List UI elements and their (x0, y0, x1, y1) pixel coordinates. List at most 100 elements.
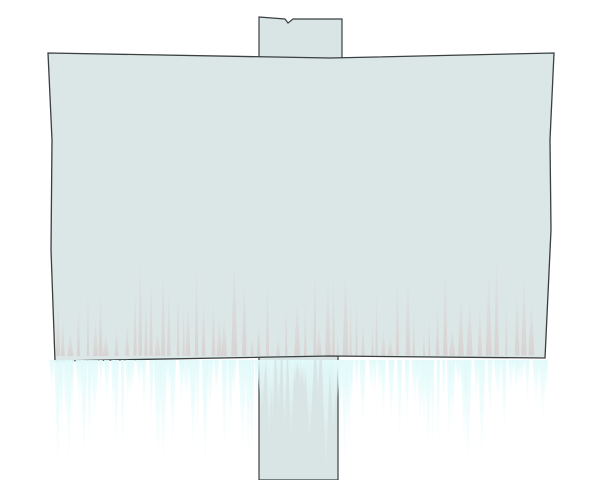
icicle (104, 360, 110, 408)
icicle (377, 360, 383, 396)
icicle (276, 360, 281, 413)
sign-board (47, 52, 555, 362)
frost-streak (355, 291, 358, 356)
frost-streak (114, 325, 119, 356)
frost-streak (381, 325, 386, 356)
icicle (201, 360, 209, 472)
icicle (349, 360, 354, 408)
icicle (487, 360, 493, 423)
icicle (359, 360, 366, 433)
icicle (372, 360, 377, 398)
frost-streak (86, 276, 90, 356)
frost-streak (375, 279, 378, 356)
frost-streak (387, 334, 393, 356)
icicle (397, 360, 403, 446)
icicle (301, 360, 307, 393)
icicle (380, 360, 386, 423)
icicle (288, 360, 295, 445)
icicle (59, 360, 64, 446)
frost-streak (521, 267, 527, 356)
board-frost-streaks (55, 246, 535, 356)
icicle (141, 360, 147, 417)
icicle (424, 360, 432, 456)
icicle (87, 360, 92, 460)
frost-streak (92, 314, 98, 356)
frost-streak (265, 269, 270, 356)
frost-streak (324, 276, 331, 356)
frost-streak (336, 328, 339, 356)
frost-streak (201, 291, 206, 356)
frost-streak (138, 247, 143, 356)
frost-streak (342, 260, 349, 356)
frost-streak (102, 331, 109, 356)
icicle (430, 360, 435, 451)
icicle (256, 360, 266, 417)
icicle (98, 360, 103, 393)
frost-streak (422, 328, 426, 356)
icicle (282, 360, 287, 437)
frost-streak (332, 260, 335, 356)
icicle (159, 360, 168, 471)
icicle (337, 360, 343, 442)
icicle (66, 360, 73, 472)
icicle (442, 360, 446, 411)
frost-streak (494, 246, 499, 356)
icicle (189, 360, 197, 457)
frost-streak (241, 268, 247, 356)
frost-streak (161, 256, 166, 356)
icicle (270, 360, 275, 427)
icicle (153, 360, 163, 465)
frost-streak (405, 271, 411, 356)
frost-streak (395, 269, 400, 356)
frost-streak (435, 296, 440, 356)
icicle (227, 360, 234, 440)
icicle (436, 360, 440, 454)
frost-streak (194, 249, 199, 356)
frost-streak (316, 321, 322, 356)
icicle (538, 360, 547, 421)
post-top (258, 16, 343, 61)
frost-streak (443, 254, 448, 356)
frost-streak (485, 264, 492, 356)
icicle (206, 360, 214, 416)
icicle (449, 360, 456, 430)
icicle (404, 360, 410, 427)
frost-streak (182, 295, 185, 356)
icicle (454, 360, 463, 387)
frost-streak (60, 314, 65, 356)
frost-streak (505, 295, 508, 356)
frost-streak (276, 335, 280, 356)
frost-streak (55, 291, 61, 356)
icicle (525, 360, 530, 408)
icicle (221, 360, 228, 452)
icicle (446, 360, 452, 451)
icicle (305, 360, 315, 446)
icicle (508, 360, 514, 394)
icicle (316, 360, 320, 401)
frost-streak (428, 308, 431, 356)
frost-streak (133, 275, 137, 356)
frost-streak (313, 255, 317, 356)
frost-streak (67, 328, 74, 356)
icicle (75, 360, 83, 406)
frost-streak (457, 290, 464, 356)
frost-streak (349, 291, 352, 356)
icicle (493, 360, 502, 401)
frost-streak (221, 311, 227, 356)
icicle (463, 360, 472, 472)
icicle (474, 360, 479, 406)
frost-streak (250, 333, 254, 356)
frost-streak (514, 285, 520, 356)
frost-streak (528, 295, 535, 356)
icicle (195, 360, 200, 438)
icicle (70, 360, 75, 421)
icicle (249, 360, 255, 465)
icicle (127, 360, 135, 397)
frost-streak (466, 294, 473, 356)
icicle (478, 360, 486, 467)
icicle (291, 360, 298, 386)
icicle (149, 360, 154, 430)
icicle (178, 360, 185, 410)
icicle (54, 360, 62, 475)
